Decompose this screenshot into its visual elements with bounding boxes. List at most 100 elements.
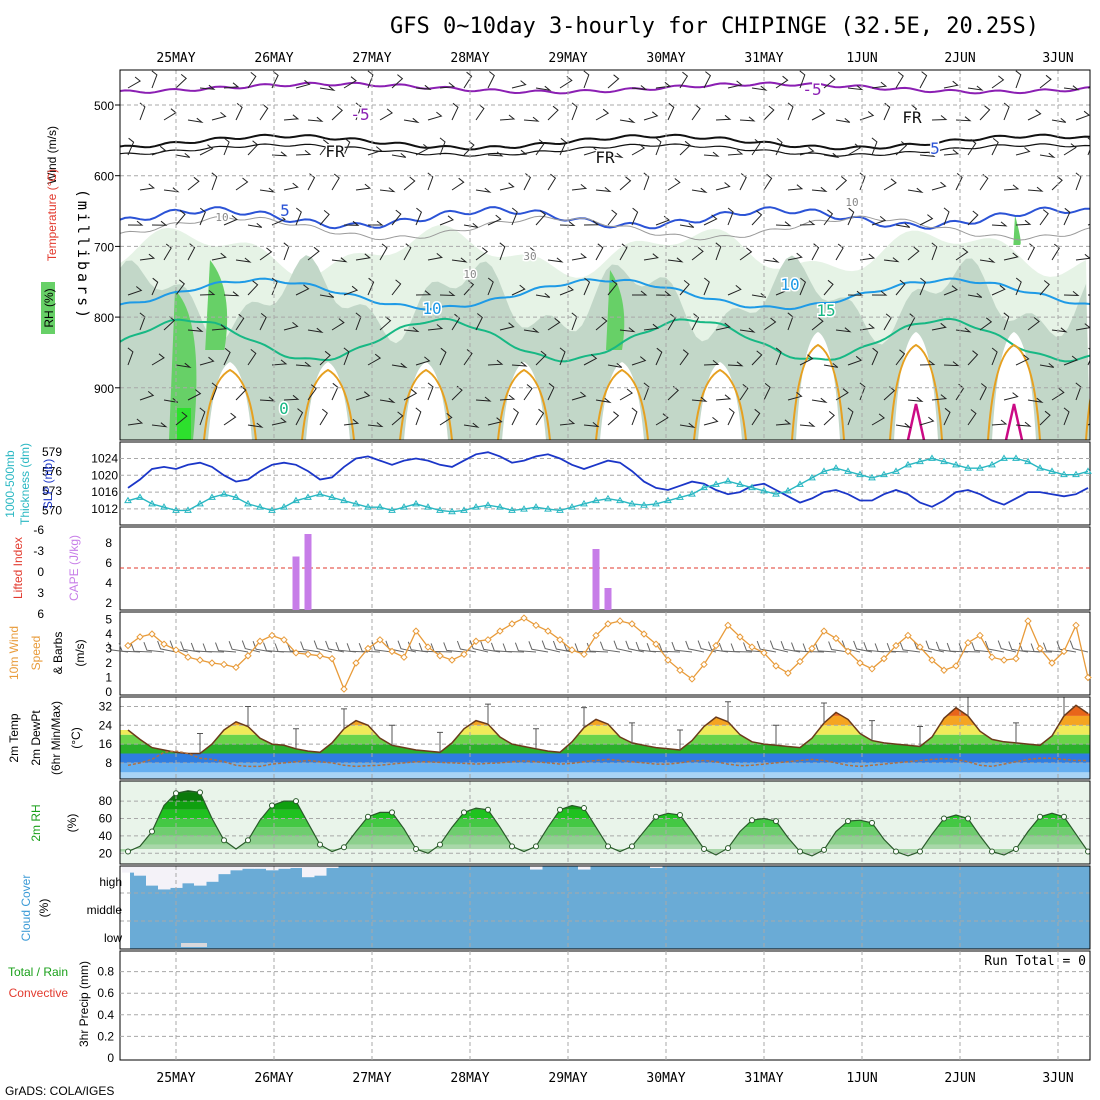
wind-barb — [703, 214, 718, 226]
wind-barb — [583, 354, 598, 366]
top-date-axis: 25MAY 26MAY 27MAY 28MAY 29MAY 30MAY 31MAY 1JUN 2… — [156, 51, 1073, 66]
wind-barb — [632, 290, 648, 296]
wind-speed-point — [196, 656, 204, 664]
temp-band — [120, 744, 1090, 754]
rh-point — [557, 806, 563, 813]
slp-left-labels: 1000-500mb Thickness (dm) SLP (mb) — [3, 443, 55, 525]
thickness-point — [760, 486, 768, 494]
high-cloud-bar — [302, 866, 315, 878]
wind-barb — [847, 407, 854, 426]
wind-barb — [907, 187, 924, 193]
rh-point — [365, 813, 371, 820]
wind-barb — [1015, 147, 1031, 156]
wind-barb — [643, 172, 650, 191]
wind-barb — [727, 207, 734, 226]
wind-barb — [487, 214, 502, 226]
wind-speed-point — [652, 640, 660, 648]
wind-speed-point — [232, 663, 240, 672]
wind-barb — [319, 139, 329, 156]
wind-barb — [811, 316, 824, 331]
rh-label: RH (%) — [42, 288, 56, 327]
rh-point — [821, 846, 827, 853]
upper-air-panel: -5 -5 FR FR FR 5 5 10 10 10 30 10 10 15 0 500 600 700 800… — [94, 69, 1091, 441]
thickness-point — [1024, 457, 1032, 465]
slp-tick-label: 1020 — [91, 468, 118, 482]
wind-barb — [535, 210, 547, 226]
wind-barb — [199, 144, 214, 156]
wind-speed-point — [448, 656, 456, 664]
wind-barb — [595, 243, 604, 261]
bottom-date-label: 31MAY — [744, 1071, 783, 1086]
wind-barb — [175, 279, 185, 296]
wind-barb — [991, 347, 998, 366]
wind-barb — [667, 178, 681, 191]
wind-barb — [127, 418, 144, 426]
wind-barb — [187, 243, 196, 261]
wind-barb — [451, 102, 459, 121]
wind-barb — [703, 71, 712, 89]
wind-barb — [391, 279, 402, 296]
wind-speed-point — [592, 631, 600, 640]
wind-barb — [919, 416, 935, 426]
wind-barb — [1027, 243, 1036, 261]
wind-barb — [523, 384, 533, 401]
wind-barb — [607, 411, 620, 426]
thickness-point — [892, 467, 900, 474]
rh-contour-gray — [120, 215, 1090, 241]
pressure-tick-label: 600 — [94, 170, 114, 184]
wind-barb — [679, 422, 696, 428]
thickness-point — [400, 503, 408, 510]
wind-barb — [439, 291, 456, 297]
surface-wind-barb — [241, 640, 261, 653]
wind-barb — [343, 137, 351, 156]
wind-barb — [235, 313, 245, 331]
surface-wind-barb — [863, 642, 885, 653]
wind-barb — [1063, 407, 1070, 426]
minmax-whisker — [821, 702, 827, 723]
wind-barb — [307, 173, 316, 191]
wind-speed-point — [484, 636, 492, 644]
wind-barb — [403, 388, 418, 401]
wind-barb — [247, 349, 257, 366]
wind-barb — [463, 349, 473, 366]
wind-barb — [127, 347, 134, 366]
rh-point — [653, 813, 659, 820]
surface-wind-barb — [456, 640, 477, 653]
lifted-index-tick-label: -3 — [33, 544, 44, 558]
thickness-point — [772, 490, 780, 497]
wind-barb — [259, 313, 267, 331]
wind-barb — [607, 209, 618, 226]
thickness-point — [724, 477, 732, 484]
wind-barb — [1063, 291, 1080, 296]
wind-barb — [415, 407, 422, 426]
wind-barb — [991, 138, 999, 156]
thickness-tick-label: 570 — [42, 503, 62, 517]
wind-barb — [895, 349, 906, 366]
wind-barb — [991, 419, 1008, 426]
thickness-point — [580, 499, 588, 507]
surface-wind-barb — [514, 642, 537, 653]
wind-speed-point — [424, 643, 432, 651]
wind-barb — [871, 81, 888, 89]
wind-barb — [703, 360, 720, 366]
wind-barb — [259, 103, 269, 121]
high-cloud-bar — [278, 866, 291, 869]
wind-barb — [163, 398, 179, 403]
wind-barb — [247, 422, 264, 428]
wind-speed-point — [556, 636, 564, 644]
wind-barb — [739, 173, 747, 191]
thickness-point — [280, 503, 288, 510]
wind-barb — [883, 178, 897, 191]
rh-saturated-column — [177, 408, 191, 440]
contour-label: FR — [325, 142, 345, 161]
wind-barb — [379, 397, 396, 404]
thickness-point — [316, 490, 324, 497]
wind-barb — [368, 220, 384, 226]
high-cloud-bar — [530, 866, 543, 870]
wind-barb — [259, 247, 273, 261]
minmax-whisker — [917, 725, 923, 747]
wind-barb — [607, 363, 623, 368]
wind-speed-point — [1048, 659, 1056, 667]
temp-band — [120, 772, 1090, 779]
